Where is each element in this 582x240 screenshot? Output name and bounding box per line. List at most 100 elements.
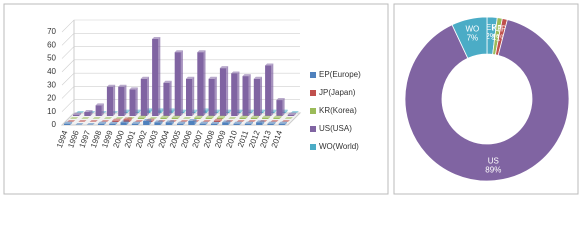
bar xyxy=(247,120,257,122)
bar xyxy=(134,120,144,122)
bar-side xyxy=(171,120,174,125)
bar xyxy=(92,117,101,119)
bar-side xyxy=(138,121,141,125)
bar-top xyxy=(202,120,211,122)
bar-top xyxy=(112,118,121,121)
bar xyxy=(95,103,104,116)
bar-side xyxy=(228,120,231,125)
bar-top xyxy=(213,118,223,121)
y-tick-label: 10 xyxy=(47,107,56,116)
bar xyxy=(97,121,107,125)
bar xyxy=(276,98,285,116)
bar-front xyxy=(174,52,181,116)
bar xyxy=(253,76,263,116)
bar-top xyxy=(78,120,87,122)
bar xyxy=(84,110,93,116)
bar-side xyxy=(263,109,266,113)
bar xyxy=(233,121,242,125)
bar-side xyxy=(152,118,155,122)
bar-top xyxy=(180,120,189,122)
bar-front xyxy=(199,123,206,125)
bar-side xyxy=(217,109,220,113)
grid-line xyxy=(61,59,300,73)
bar-top xyxy=(183,117,192,119)
bar xyxy=(103,117,113,119)
bar xyxy=(236,120,245,122)
legend-label: KR(Korea) xyxy=(319,106,357,115)
bar xyxy=(106,84,116,116)
bar-side xyxy=(160,120,163,125)
bar xyxy=(163,80,172,116)
figure: 0102030405060701994199619971998199920002… xyxy=(3,3,579,195)
bar-top xyxy=(120,120,129,123)
bar-front xyxy=(120,122,127,125)
bar-front xyxy=(244,123,252,125)
bar-top xyxy=(95,103,104,106)
bar-top xyxy=(103,117,113,119)
bar-side xyxy=(126,120,129,125)
bar-top xyxy=(290,111,299,113)
pie-label: WO 7% xyxy=(465,25,479,43)
bar xyxy=(64,121,73,125)
y-tick-label: 20 xyxy=(47,94,56,103)
bar-top xyxy=(276,98,285,101)
bar-side xyxy=(239,121,242,125)
bar xyxy=(76,111,85,113)
bar xyxy=(112,118,121,122)
legend-label: US(USA) xyxy=(319,124,352,133)
donut-slice xyxy=(451,16,488,59)
bar-front xyxy=(118,86,125,116)
bar-top xyxy=(86,123,95,125)
bar xyxy=(197,50,206,116)
grid-line xyxy=(61,46,300,59)
bar-front xyxy=(239,117,246,119)
bar-top xyxy=(233,121,242,124)
bar xyxy=(165,120,174,125)
bar xyxy=(222,120,231,125)
bar-top xyxy=(143,119,152,122)
bar-top xyxy=(265,63,274,66)
bar-front xyxy=(194,117,201,119)
legend-swatch xyxy=(310,144,316,150)
bar-side xyxy=(79,112,82,116)
bar-top xyxy=(177,121,186,124)
bar-side xyxy=(223,115,226,119)
bar-top xyxy=(242,74,251,77)
bar-top xyxy=(244,121,254,124)
bar xyxy=(228,117,237,119)
bar-front xyxy=(109,123,116,125)
bar-front xyxy=(262,117,269,119)
bar-side xyxy=(144,115,147,119)
bar-side xyxy=(282,98,285,116)
bar-top xyxy=(239,115,248,118)
bar-side xyxy=(203,50,206,116)
bar-front xyxy=(129,89,136,116)
bar-side xyxy=(124,84,127,116)
bar xyxy=(89,120,98,122)
pie-label: EP 2% xyxy=(485,23,497,41)
bar-side xyxy=(229,109,232,113)
bar-top xyxy=(287,112,296,115)
bar-side xyxy=(101,103,104,116)
bar-front xyxy=(242,76,249,116)
bar-side xyxy=(183,109,186,113)
bar-side xyxy=(257,115,260,119)
bar-top xyxy=(64,121,73,124)
bar-front xyxy=(208,78,215,116)
y-tick-label: 0 xyxy=(52,120,57,129)
page: {"chart_data": [ {"type": "bar3d", "cate… xyxy=(3,3,579,195)
legend-swatch xyxy=(310,126,316,132)
bar xyxy=(154,120,163,125)
legend-label: EP(Europe) xyxy=(319,70,361,79)
bar xyxy=(205,115,214,119)
bar xyxy=(250,115,260,119)
bar-front xyxy=(287,114,294,116)
bar-top xyxy=(205,115,214,118)
bar-side xyxy=(237,71,240,116)
bar xyxy=(210,121,220,125)
bar-side xyxy=(104,121,107,125)
bar-side xyxy=(200,115,203,119)
legend-swatch xyxy=(310,72,316,78)
bar-side xyxy=(149,119,152,125)
bar-top xyxy=(210,121,220,124)
